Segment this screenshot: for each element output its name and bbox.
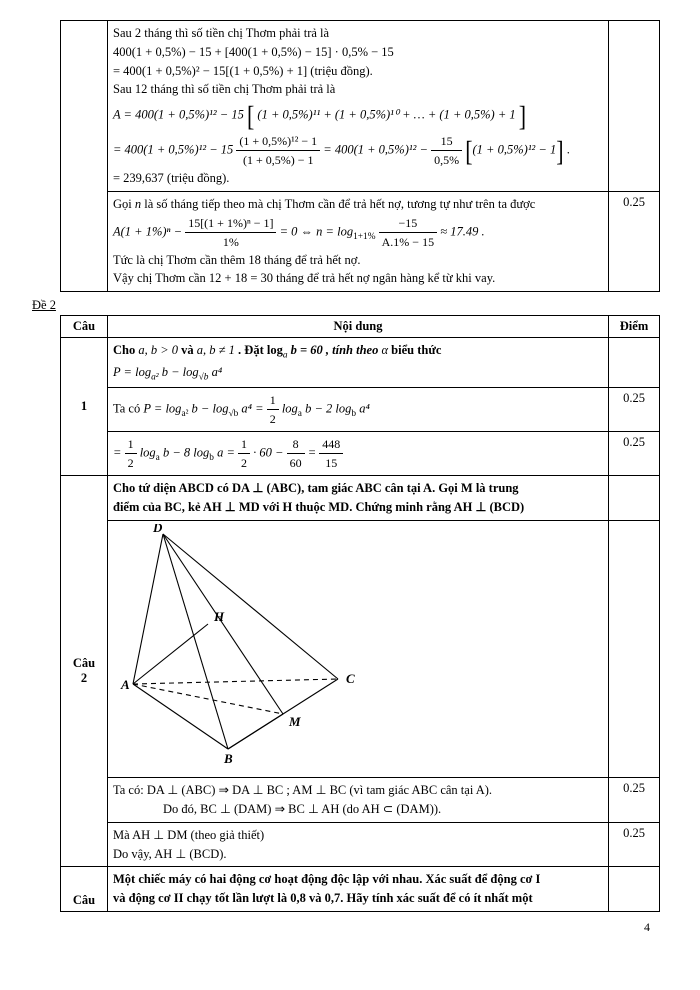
q3-pts: [609, 867, 660, 912]
q3-num: Câu: [61, 867, 108, 912]
t1r1-line2: 400(1 + 0,5%) − 15 + [400(1 + 0,5%) − 15…: [113, 43, 603, 62]
q2-prob: Cho tứ diện ABCD có DA ⊥ (ABC), tam giác…: [108, 476, 609, 521]
t1-r2-content: Gọi n là số tháng tiếp theo mà chị Thơm …: [108, 191, 609, 291]
q1-prob: Cho a, b > 0 và a, b ≠ 1 . Đặt loga b = …: [108, 338, 609, 388]
q1-prob-pts: [609, 338, 660, 388]
q1-step1: Ta có P = loga² b − log√b a⁴ = 12 loga b…: [108, 388, 609, 432]
q2-step1: Ta có: DA ⊥ (ABC) ⇒ DA ⊥ BC ; AM ⊥ BC (v…: [108, 778, 609, 823]
q3-prob: Một chiếc máy có hai động cơ hoạt động đ…: [108, 867, 609, 912]
solution-table-1: Sau 2 tháng thì số tiền chị Thơm phải tr…: [60, 20, 660, 292]
q2-num: Câu2: [61, 476, 108, 867]
q1-step1-pts: 0.25: [609, 388, 660, 432]
t1r2-l3: Tức là chị Thơm cần thêm 18 tháng để trả…: [113, 251, 603, 270]
svg-text:A: A: [120, 677, 130, 692]
t1r2-l4: Vậy chị Thơm cần 12 + 18 = 30 tháng để t…: [113, 269, 603, 288]
q2-step2-pts: 0.25: [609, 822, 660, 867]
svg-text:B: B: [223, 751, 233, 766]
hdr-nd: Nội dung: [108, 316, 609, 338]
svg-text:D: D: [152, 524, 163, 535]
svg-text:M: M: [288, 714, 301, 729]
de2-heading: Đề 2: [32, 298, 660, 313]
q1-num: 1: [61, 338, 108, 476]
t1-r1-content: Sau 2 tháng thì số tiền chị Thơm phải tr…: [108, 21, 609, 192]
q2-step2: Mà AH ⊥ DM (theo giả thiết) Do vậy, AH ⊥…: [108, 822, 609, 867]
hdr-diem: Điểm: [609, 316, 660, 338]
svg-text:H: H: [213, 609, 225, 624]
hdr-cau: Câu: [61, 316, 108, 338]
q1-step2: = 12 loga b − 8 logb a = 12 · 60 − 860 =…: [108, 432, 609, 476]
q1-step2-pts: 0.25: [609, 432, 660, 476]
t1r2-l1: Gọi n là số tháng tiếp theo mà chị Thơm …: [113, 195, 603, 214]
t1r1-line7: = 239,637 (triệu đồng).: [113, 169, 603, 188]
svg-text:C: C: [346, 671, 355, 686]
page-number: 4: [60, 920, 660, 935]
t1r1-line6: = 400(1 + 0,5%)¹² − 15 (1 + 0,5%)¹² − 1(…: [113, 132, 603, 169]
q2-step1-pts: 0.25: [609, 778, 660, 823]
t1r1-line1: Sau 2 tháng thì số tiền chị Thơm phải tr…: [113, 24, 603, 43]
q2-diagram-cell: D A B C M H: [108, 520, 609, 778]
t1r1-line5: A = 400(1 + 0,5%)¹² − 15 [ (1 + 0,5%)¹¹ …: [113, 99, 603, 132]
t1r2-pts: 0.25: [609, 191, 660, 291]
t1r1-pts: [609, 21, 660, 192]
q2-diagram-pts: [609, 520, 660, 778]
t1r2-l2: A(1 + 1%)ⁿ − 15[(1 + 1%)ⁿ − 1]1% = 0 ⇔ n…: [113, 214, 603, 251]
solution-table-2: Câu Nội dung Điểm 1 Cho a, b > 0 và a, b…: [60, 315, 660, 912]
cau-cell-blank: [61, 21, 108, 292]
tetrahedron-diagram: D A B C M H: [113, 524, 373, 769]
q2-prob-pts: [609, 476, 660, 521]
t1r1-line3: = 400(1 + 0,5%)² − 15[(1 + 0,5%) + 1] (t…: [113, 62, 603, 81]
t1r1-line4: Sau 12 tháng thì số tiền chị Thơm phải t…: [113, 80, 603, 99]
